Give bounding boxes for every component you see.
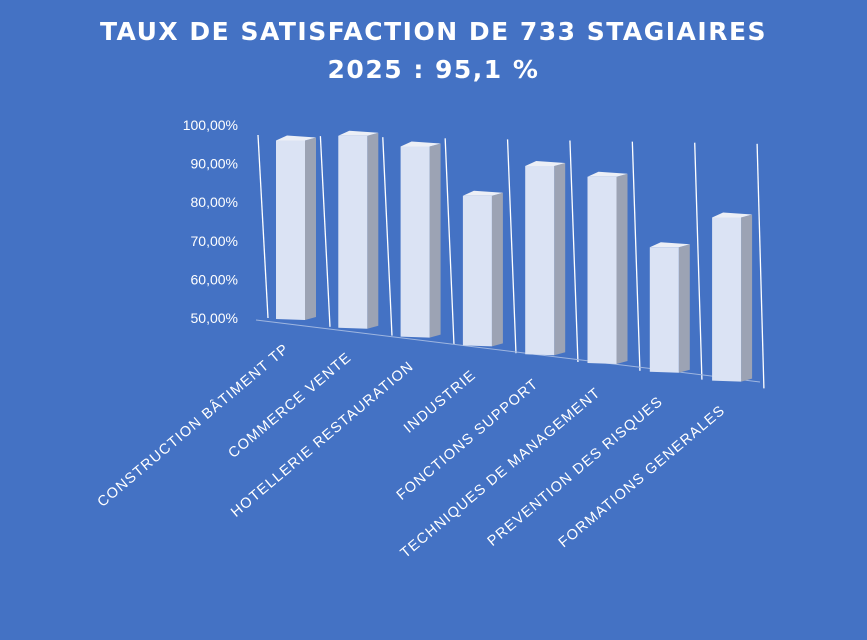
bar-front	[462, 195, 492, 347]
chart-subtitle: 2025 : 95,1 %	[327, 55, 540, 84]
y-tick-label: 80,00%	[191, 194, 238, 210]
x-category-label: INDUSTRIE	[401, 367, 479, 436]
x-category-label: FONCTIONS SUPPORT	[394, 376, 542, 504]
gridline	[257, 134, 269, 319]
y-tick-label: 60,00%	[191, 271, 238, 287]
bar-top	[338, 130, 379, 136]
bar	[712, 212, 753, 382]
bar-top	[462, 190, 503, 196]
bar	[525, 160, 566, 356]
y-tick-label: 50,00%	[191, 310, 238, 326]
bar-top	[649, 242, 690, 248]
bar-front	[400, 146, 430, 338]
bar-front	[525, 165, 555, 356]
bar-front	[338, 135, 368, 329]
bar	[338, 130, 379, 329]
bar-side	[741, 214, 753, 382]
bar-top	[712, 212, 753, 218]
gridline	[694, 142, 703, 380]
y-tick-label: 70,00%	[191, 233, 238, 249]
chart-title: TAUX DE SATISFACTION DE 733 STAGIAIRES	[99, 17, 768, 46]
x-category-label: COMMERCE VENTE	[226, 350, 355, 462]
y-tick-label: 100,00%	[183, 117, 238, 133]
bar-front	[712, 217, 742, 382]
gridline	[444, 138, 455, 345]
bar-top	[400, 141, 441, 147]
gridline	[569, 140, 579, 363]
bar	[400, 141, 441, 338]
gridline	[319, 136, 331, 327]
bar-top	[525, 160, 566, 166]
bar-side	[429, 143, 441, 338]
bar-side	[678, 244, 690, 373]
bar-front	[649, 247, 679, 373]
bar	[276, 135, 316, 320]
gridline	[382, 137, 393, 336]
bar	[462, 190, 503, 347]
gridline	[631, 141, 641, 371]
bar-side	[491, 192, 503, 347]
bar-side	[616, 173, 628, 364]
bar-side	[367, 132, 379, 329]
gridline	[756, 143, 765, 389]
bar	[649, 242, 690, 373]
bar	[587, 171, 628, 364]
gridline	[506, 139, 517, 354]
y-tick-label: 90,00%	[191, 156, 238, 172]
bar-front	[587, 176, 617, 364]
bar-side	[554, 162, 566, 356]
bar-side	[305, 137, 316, 320]
bar-top	[587, 171, 628, 177]
bar-top	[276, 135, 316, 141]
bar-front	[276, 140, 305, 320]
